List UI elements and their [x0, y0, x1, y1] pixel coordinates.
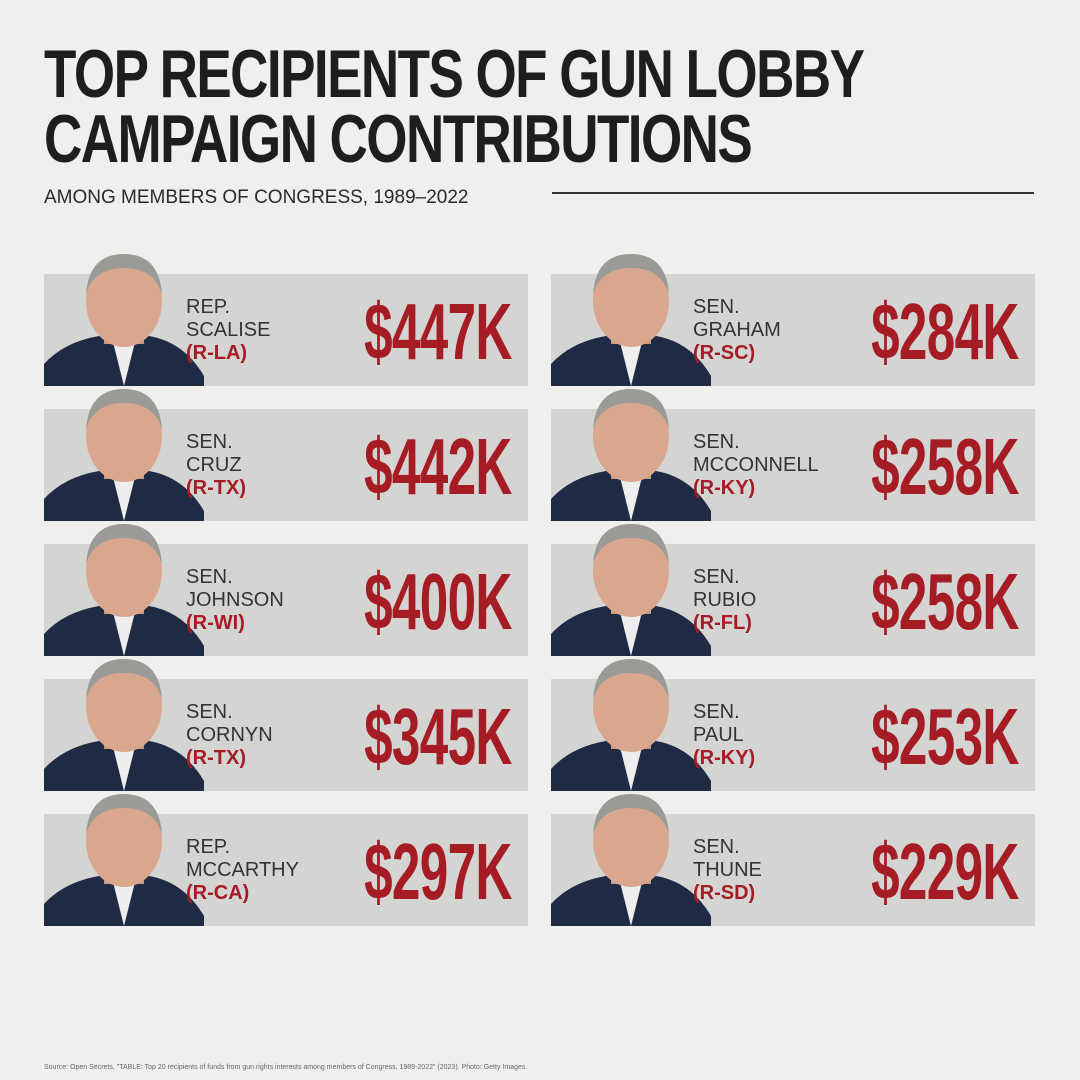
card: SEN. CRUZ (R-TX) $442K: [44, 389, 528, 521]
member-name: SCALISE: [186, 319, 271, 341]
amount: $400K: [364, 557, 512, 646]
name-label: SEN. THUNE (R-SD): [693, 836, 762, 905]
card: REP. SCALISE (R-LA) $447K: [44, 254, 528, 386]
member-name: MCCARTHY: [186, 859, 299, 881]
source: Source: Open Secrets, "TABLE: Top 20 rec…: [44, 1064, 528, 1071]
member-name: CRUZ: [186, 454, 242, 476]
card: SEN. THUNE (R-SD) $229K: [551, 794, 1035, 926]
name-label: SEN. PAUL (R-KY): [693, 701, 755, 770]
name-label: SEN. MCCONNELL (R-KY): [693, 431, 819, 500]
photo: [44, 389, 204, 521]
member-name: MCCONNELL: [693, 454, 819, 476]
photo: [44, 524, 204, 656]
photo: [551, 659, 711, 791]
card: SEN. PAUL (R-KY) $253K: [551, 659, 1035, 791]
card: REP. MCCARTHY (R-CA) $297K: [44, 794, 528, 926]
photo: [551, 389, 711, 521]
member-title: SEN.: [693, 566, 740, 588]
member-name: CORNYN: [186, 724, 273, 746]
name-label: REP. SCALISE (R-LA): [186, 296, 270, 365]
card: SEN. JOHNSON (R-WI) $400K: [44, 524, 528, 656]
photo: [551, 254, 711, 386]
member-party: (R-TX): [186, 747, 246, 769]
name-label: SEN. CRUZ (R-TX): [186, 431, 246, 500]
amount: $297K: [364, 827, 512, 916]
photo: [44, 659, 204, 791]
member-title: SEN.: [186, 566, 233, 588]
amount: $345K: [364, 692, 512, 781]
member-party: (R-KY): [693, 477, 756, 499]
card: SEN. GRAHAM (R-SC) $284K: [551, 254, 1035, 386]
card: SEN. RUBIO (R-FL) $258K: [551, 524, 1035, 656]
title-line: CAMPAIGN CONTRIBUTIONS: [44, 101, 753, 177]
member-party: (R-CA): [186, 882, 250, 904]
member-party: (R-SC): [693, 342, 756, 364]
rule: [552, 192, 1034, 194]
name-label: SEN. CORNYN (R-TX): [186, 701, 273, 770]
amount: $253K: [871, 692, 1019, 781]
member-name: GRAHAM: [693, 319, 781, 341]
member-party: (R-WI): [186, 612, 245, 634]
member-party: (R-SD): [693, 882, 756, 904]
member-title: SEN.: [693, 431, 740, 453]
member-name: PAUL: [693, 724, 744, 746]
member-title: REP.: [186, 296, 231, 318]
member-title: SEN.: [186, 701, 233, 723]
member-name: RUBIO: [693, 589, 757, 611]
name-label: SEN. JOHNSON (R-WI): [186, 566, 284, 635]
amount: $229K: [871, 827, 1019, 916]
photo: [551, 794, 711, 926]
amount: $258K: [871, 557, 1019, 646]
name-label: REP. MCCARTHY (R-CA): [186, 836, 299, 905]
photo: [44, 794, 204, 926]
name-label: SEN. GRAHAM (R-SC): [693, 296, 781, 365]
card: SEN. CORNYN (R-TX) $345K: [44, 659, 528, 791]
amount: $258K: [871, 422, 1019, 511]
member-name: JOHNSON: [186, 589, 284, 611]
member-party: (R-LA): [186, 342, 248, 364]
subtitle: AMONG MEMBERS OF CONGRESS, 1989–2022: [44, 187, 469, 208]
member-party: (R-FL): [693, 612, 752, 634]
member-title: REP.: [186, 836, 231, 858]
member-title: SEN.: [693, 296, 740, 318]
photo: [44, 254, 204, 386]
member-name: THUNE: [693, 859, 762, 881]
member-party: (R-KY): [693, 747, 756, 769]
amount: $442K: [364, 422, 512, 511]
member-title: SEN.: [693, 836, 740, 858]
member-title: SEN.: [186, 431, 233, 453]
photo: [551, 524, 711, 656]
card: SEN. MCCONNELL (R-KY) $258K: [551, 389, 1035, 521]
title-line: TOP RECIPIENTS OF GUN LOBBY: [44, 36, 865, 112]
member-party: (R-TX): [186, 477, 246, 499]
amount: $447K: [364, 287, 512, 376]
name-label: SEN. RUBIO (R-FL): [693, 566, 756, 635]
member-title: SEN.: [693, 701, 740, 723]
amount: $284K: [871, 287, 1019, 376]
